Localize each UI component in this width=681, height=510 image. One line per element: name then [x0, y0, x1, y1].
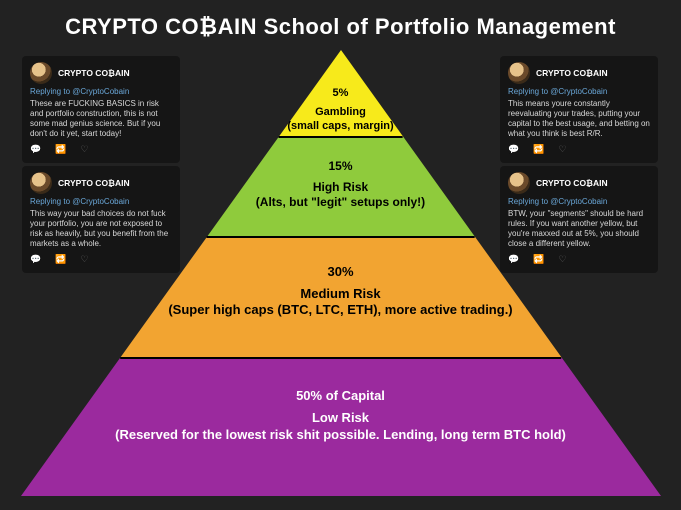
retweet-icon[interactable]: 🔁 — [55, 144, 66, 155]
tweet-reply-to: Replying to @CryptoCobain — [508, 197, 650, 207]
pyramid-divider-1 — [206, 236, 475, 238]
tweet-actions: 💬 🔁 ♡ — [30, 144, 172, 155]
pyramid-tier-text-3: 50% of Capital Low Risk(Reserved for the … — [31, 388, 651, 443]
tweet-tr: CRYPTO CO₿AIN Replying to @CryptoCobain Th… — [500, 56, 658, 163]
tweet-header: CRYPTO CO₿AIN — [30, 62, 172, 84]
avatar — [508, 172, 530, 194]
like-icon[interactable]: ♡ — [80, 144, 88, 155]
tier-label: Low Risk — [31, 410, 651, 426]
like-icon[interactable]: ♡ — [558, 144, 566, 155]
tier-desc: (Super high caps (BTC, LTC, ETH), more a… — [31, 302, 651, 318]
pyramid-divider-2 — [120, 357, 562, 359]
avatar — [30, 62, 52, 84]
avatar — [508, 62, 530, 84]
tweet-br: CRYPTO CO₿AIN Replying to @CryptoCobain BT… — [500, 166, 658, 273]
tweet-tl: CRYPTO CO₿AIN Replying to @CryptoCobain Th… — [22, 56, 180, 163]
tweet-body: These are FUCKING BASICS in risk and por… — [30, 99, 172, 139]
tweet-name: CRYPTO CO₿AIN — [58, 178, 130, 189]
tweet-reply-to: Replying to @CryptoCobain — [30, 87, 172, 97]
tweet-name: CRYPTO CO₿AIN — [536, 178, 608, 189]
like-icon[interactable]: ♡ — [80, 254, 88, 265]
tweet-name: CRYPTO CO₿AIN — [536, 68, 608, 79]
tweet-bl: CRYPTO CO₿AIN Replying to @CryptoCobain Th… — [22, 166, 180, 273]
tweet-name: CRYPTO CO₿AIN — [58, 68, 130, 79]
retweet-icon[interactable]: 🔁 — [55, 254, 66, 265]
retweet-icon[interactable]: 🔁 — [533, 144, 544, 155]
tier-pct: 50% of Capital — [31, 388, 651, 404]
reply-icon[interactable]: 💬 — [30, 144, 41, 155]
tier-label: Medium Risk — [31, 286, 651, 302]
retweet-icon[interactable]: 🔁 — [533, 254, 544, 265]
reply-icon[interactable]: 💬 — [30, 254, 41, 265]
tweet-header: CRYPTO CO₿AIN — [508, 62, 650, 84]
page-title: CRYPTO CO₿AIN School of Portfolio Manage… — [0, 14, 681, 40]
tier-desc: (Reserved for the lowest risk shit possi… — [31, 427, 651, 443]
tweet-actions: 💬 🔁 ♡ — [508, 254, 650, 265]
tweet-header: CRYPTO CO₿AIN — [30, 172, 172, 194]
reply-icon[interactable]: 💬 — [508, 254, 519, 265]
tweet-reply-to: Replying to @CryptoCobain — [508, 87, 650, 97]
tweet-header: CRYPTO CO₿AIN — [508, 172, 650, 194]
tweet-body: This means youre constantly reevaluating… — [508, 99, 650, 139]
tweet-reply-to: Replying to @CryptoCobain — [30, 197, 172, 207]
tweet-body: This way your bad choices do not fuck yo… — [30, 209, 172, 249]
pyramid-divider-0 — [278, 136, 403, 138]
tweet-actions: 💬 🔁 ♡ — [508, 144, 650, 155]
like-icon[interactable]: ♡ — [558, 254, 566, 265]
tweet-body: BTW, your "segments" should be hard rule… — [508, 209, 650, 249]
avatar — [30, 172, 52, 194]
reply-icon[interactable]: 💬 — [508, 144, 519, 155]
tweet-actions: 💬 🔁 ♡ — [30, 254, 172, 265]
